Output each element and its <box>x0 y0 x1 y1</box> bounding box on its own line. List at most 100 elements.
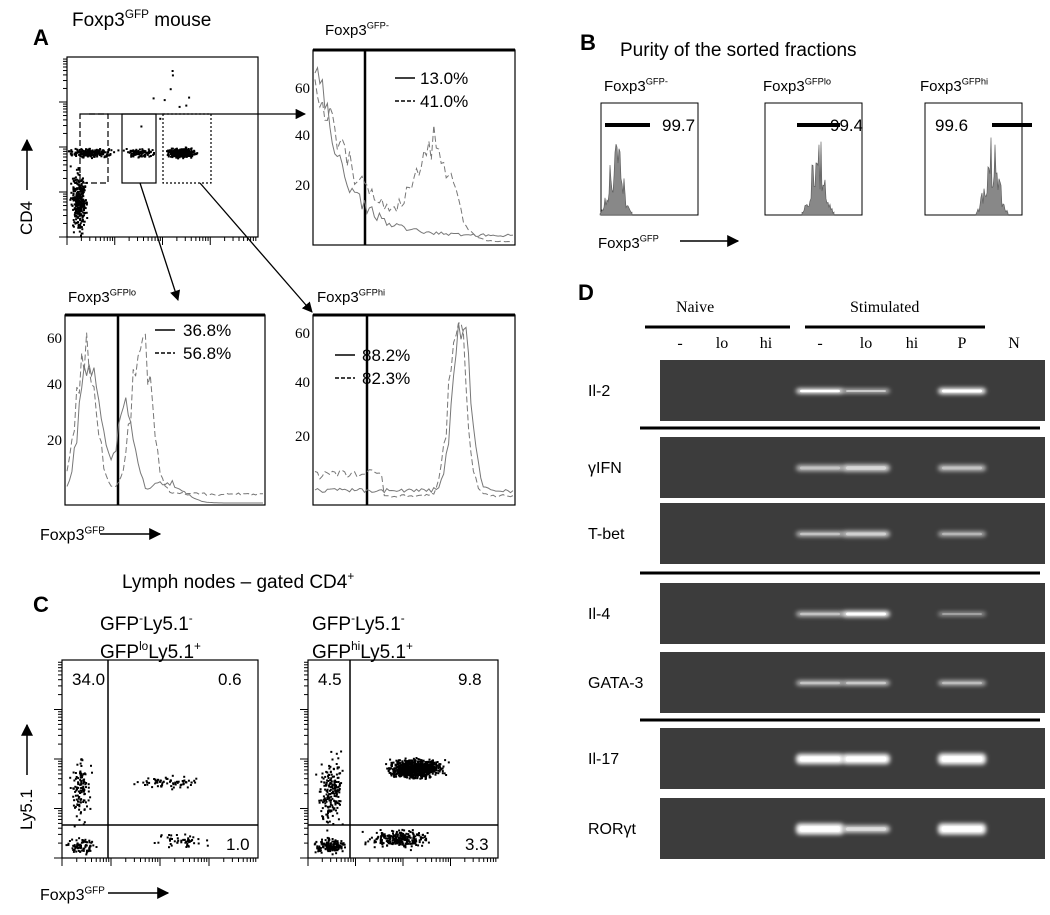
event-dot <box>415 770 417 772</box>
event-dot <box>207 845 209 847</box>
quadrant-value: 9.8 <box>458 670 482 689</box>
event-dot <box>77 217 79 219</box>
text-part: mouse <box>149 10 211 31</box>
event-dot <box>330 796 332 798</box>
event-dot <box>137 150 139 152</box>
event-dot <box>74 849 76 851</box>
event-dot <box>69 777 71 779</box>
event-dot <box>339 804 341 806</box>
event-dot <box>189 835 191 837</box>
plot-title: Foxp3GFPlo <box>763 77 831 95</box>
solid-histogram <box>315 68 513 237</box>
event-dot <box>336 802 338 804</box>
event-dot <box>72 209 74 211</box>
event-dot <box>81 153 83 155</box>
event-dot <box>316 845 318 847</box>
event-dot <box>420 836 422 838</box>
event-dot <box>168 156 170 158</box>
event-dot <box>329 850 331 852</box>
event-dot <box>365 842 367 844</box>
event-dot <box>332 790 334 792</box>
event-dot <box>435 774 437 776</box>
event-dot <box>95 150 97 152</box>
event-dot <box>336 763 338 765</box>
event-dot <box>433 769 435 771</box>
event-dot <box>172 782 174 784</box>
event-dot <box>424 771 426 773</box>
event-dot <box>407 766 409 768</box>
event-dot <box>432 759 434 761</box>
gel-band-core <box>942 467 982 470</box>
event-dot <box>186 844 188 846</box>
event-dot <box>186 156 188 158</box>
event-dot <box>83 788 85 790</box>
event-dot <box>390 772 392 774</box>
event-dot <box>442 770 444 772</box>
event-dot <box>432 765 434 767</box>
event-dot <box>386 838 388 840</box>
event-dot <box>75 182 77 184</box>
event-dot <box>76 764 78 766</box>
event-dot <box>83 840 85 842</box>
event-dot <box>78 809 80 811</box>
event-dot <box>414 762 416 764</box>
event-dot <box>418 761 420 763</box>
event-dot <box>377 837 379 839</box>
event-dot <box>334 800 336 802</box>
event-dot <box>317 848 319 850</box>
event-dot <box>68 843 70 845</box>
event-dot <box>396 832 398 834</box>
event-dot <box>170 785 172 787</box>
event-dot <box>88 791 90 793</box>
event-dot <box>81 194 83 196</box>
event-dot <box>380 829 382 831</box>
event-dot <box>328 774 330 776</box>
event-dot <box>324 776 326 778</box>
event-dot <box>327 849 329 851</box>
event-dot <box>325 845 327 847</box>
event-dot <box>334 795 336 797</box>
event-dot <box>90 842 92 844</box>
event-dot <box>406 836 408 838</box>
event-dot <box>429 763 431 765</box>
event-dot <box>408 830 410 832</box>
event-dot <box>142 782 144 784</box>
event-dot <box>146 781 148 783</box>
superscript: + <box>406 640 413 653</box>
event-dot <box>171 788 173 790</box>
event-dot <box>79 188 81 190</box>
event-dot <box>75 176 77 178</box>
event-dot <box>435 772 437 774</box>
event-dot <box>335 804 337 806</box>
event-dot <box>77 787 79 789</box>
superscript: hi <box>351 640 360 653</box>
event-dot <box>389 759 391 761</box>
gel-band-core <box>942 533 982 536</box>
event-dot <box>364 843 366 845</box>
legend-label: 56.8% <box>183 344 231 363</box>
event-dot <box>180 841 182 843</box>
event-dot <box>332 806 334 808</box>
event-dot <box>415 771 417 773</box>
text-part: Foxp3 <box>920 78 962 95</box>
lane-label: hi <box>760 335 773 352</box>
event-dot <box>170 838 172 840</box>
event-dot <box>419 839 421 841</box>
event-dot <box>425 762 427 764</box>
event-dot <box>85 782 87 784</box>
text-part: Foxp3 <box>598 235 640 252</box>
event-dot <box>327 815 329 817</box>
event-dot <box>172 74 174 76</box>
gel-band-core <box>942 613 982 615</box>
event-dot <box>174 782 176 784</box>
event-dot <box>73 180 75 182</box>
event-dot <box>338 818 340 820</box>
lane-label: - <box>677 335 682 352</box>
event-dot <box>422 834 424 836</box>
superscript: GFP- <box>367 21 389 31</box>
event-dot <box>393 769 395 771</box>
event-dot <box>331 804 333 806</box>
event-dot <box>78 837 80 839</box>
event-dot <box>88 787 90 789</box>
event-dot <box>395 764 397 766</box>
